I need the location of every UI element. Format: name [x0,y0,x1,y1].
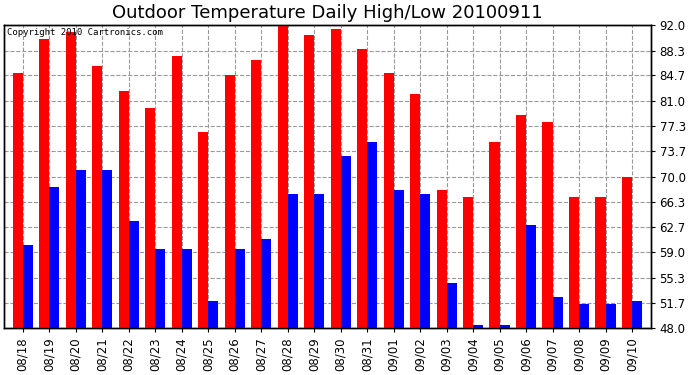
Bar [473,325,483,328]
Bar [367,142,377,328]
Bar [500,325,510,328]
Bar [304,36,314,328]
Bar [208,300,218,328]
Bar [384,73,393,328]
Bar [420,194,430,328]
Bar [595,197,606,328]
Bar [622,177,632,328]
Bar [579,304,589,328]
Bar [92,66,102,328]
Bar [155,249,165,328]
Bar [516,115,526,328]
Text: Copyright 2010 Cartronics.com: Copyright 2010 Cartronics.com [8,28,164,37]
Bar [331,28,341,328]
Bar [410,94,420,328]
Bar [553,297,562,328]
Bar [172,56,181,328]
Bar [446,283,457,328]
Bar [145,108,155,328]
Bar [314,194,324,328]
Bar [526,225,536,328]
Bar [224,75,235,328]
Bar [181,249,192,328]
Bar [277,25,288,328]
Bar [632,300,642,328]
Bar [102,170,112,328]
Bar [606,304,615,328]
Bar [251,60,261,328]
Bar [23,245,33,328]
Bar [341,156,351,328]
Bar [393,190,404,328]
Bar [463,197,473,328]
Bar [49,187,59,328]
Bar [119,90,128,328]
Bar [489,142,500,328]
Title: Outdoor Temperature Daily High/Low 20100911: Outdoor Temperature Daily High/Low 20100… [112,4,542,22]
Bar [198,132,208,328]
Bar [542,122,553,328]
Bar [261,238,271,328]
Bar [12,73,23,328]
Bar [357,49,367,328]
Bar [76,170,86,328]
Bar [569,197,579,328]
Bar [128,221,139,328]
Bar [235,249,245,328]
Bar [437,190,446,328]
Bar [66,32,76,328]
Bar [39,39,49,328]
Bar [288,194,297,328]
